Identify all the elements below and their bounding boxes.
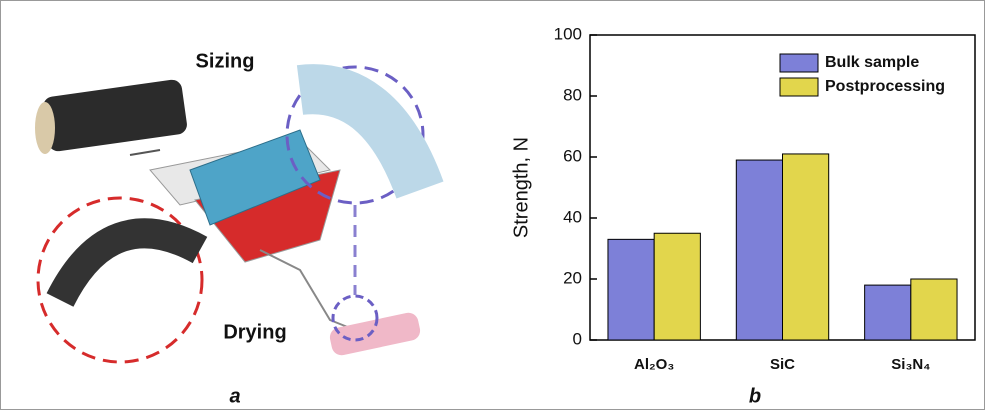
bar-chart: 0 20 40 60 80 100 Strength, N Al₂O₃ SiC Si₃N₄ Bulk…: [510, 24, 976, 407]
illustration: Sizing Drying a: [35, 50, 444, 407]
y-tick-label: 60: [563, 146, 582, 165]
legend-label: Postprocessing: [825, 78, 945, 95]
legend-swatch: [779, 77, 819, 97]
bar: [607, 238, 655, 341]
machine: [189, 129, 321, 226]
sized-bundle: [296, 64, 444, 199]
x-tick-label: Al₂O₃: [634, 356, 674, 373]
sizing-pointer: [129, 149, 161, 156]
y-tick-label: 0: [573, 329, 582, 348]
fiber: [259, 249, 356, 331]
zoom-circle-small: [331, 294, 379, 342]
bar: [910, 278, 958, 341]
zoom-circle-red: [36, 196, 204, 364]
bar: [735, 159, 783, 341]
x-tick-label: SiC: [770, 356, 795, 373]
y-axis-label: Strength, N: [510, 137, 532, 238]
bar: [864, 284, 912, 341]
y-tick-label: 40: [563, 207, 582, 226]
zoom-circle-purple: [285, 65, 425, 205]
y-tick-label: 100: [554, 24, 582, 43]
legend-label: Bulk sample: [825, 54, 919, 71]
bar: [782, 153, 830, 341]
bar: [653, 232, 701, 341]
y-tick-label: 20: [563, 268, 582, 287]
panel-label: b: [749, 385, 761, 407]
y-tick-label: 80: [563, 85, 582, 104]
label-drying: Drying: [223, 321, 286, 343]
x-tick-label: Si₃N₄: [891, 356, 930, 373]
spool: [43, 79, 187, 152]
label-sizing: Sizing: [196, 50, 255, 72]
spool-end: [35, 102, 55, 154]
bobbin: [329, 312, 421, 356]
panel-label: a: [229, 385, 240, 407]
fiber-bundle: [46, 218, 208, 307]
legend-swatch: [779, 53, 819, 73]
